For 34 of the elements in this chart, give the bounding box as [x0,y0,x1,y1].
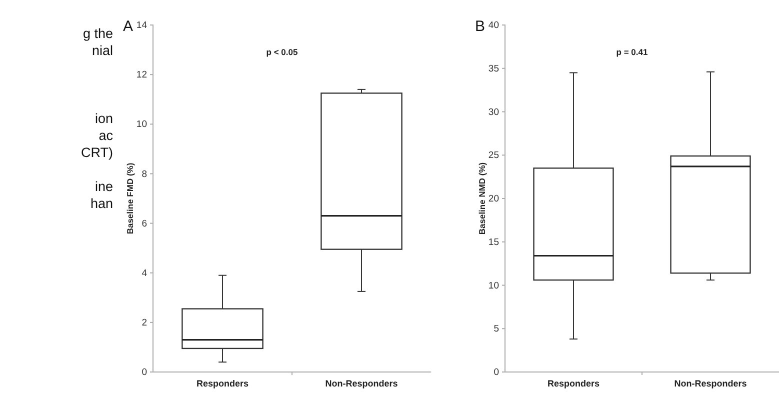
y-axis-title: Baseline NMD (%) [477,162,487,235]
x-tick-label: Non-Responders [674,378,747,388]
y-tick-label: 12 [136,70,147,81]
text: CRT) [81,145,113,160]
y-tick-label: 10 [136,119,147,130]
text: ine [94,179,113,194]
y-tick-label: 40 [488,20,499,32]
y-tick-label: 0 [142,367,147,378]
text: han [90,196,113,211]
text: ac [98,128,114,143]
annotation: p = 0.41 [616,47,648,57]
y-tick-label: 10 [488,280,499,292]
chart-title: B [475,18,486,35]
y-tick-label: 0 [494,367,499,378]
y-tick-label: 30 [488,106,499,118]
y-tick-label: 25 [488,150,499,162]
y-tick-label: 14 [136,20,147,32]
y-tick-label: 5 [494,324,499,335]
x-tick-label: Non-Responders [325,378,398,388]
annotation: p < 0.05 [266,47,298,57]
y-tick-label: 6 [142,218,147,230]
chart-title: A [123,18,134,35]
text: ion [94,111,113,126]
y-tick-label: 20 [488,194,499,205]
x-tick-label: Responders [196,378,249,388]
text: g the [82,26,113,41]
y-tick-label: 4 [142,268,147,279]
x-tick-label: Responders [547,378,600,388]
text: nial [92,43,113,58]
y-tick-label: 2 [142,317,147,328]
y-tick-label: 35 [488,63,499,74]
y-axis-title: Baseline FMD (%) [125,162,135,234]
y-tick-label: 8 [142,168,147,180]
y-tick-label: 15 [488,236,499,248]
